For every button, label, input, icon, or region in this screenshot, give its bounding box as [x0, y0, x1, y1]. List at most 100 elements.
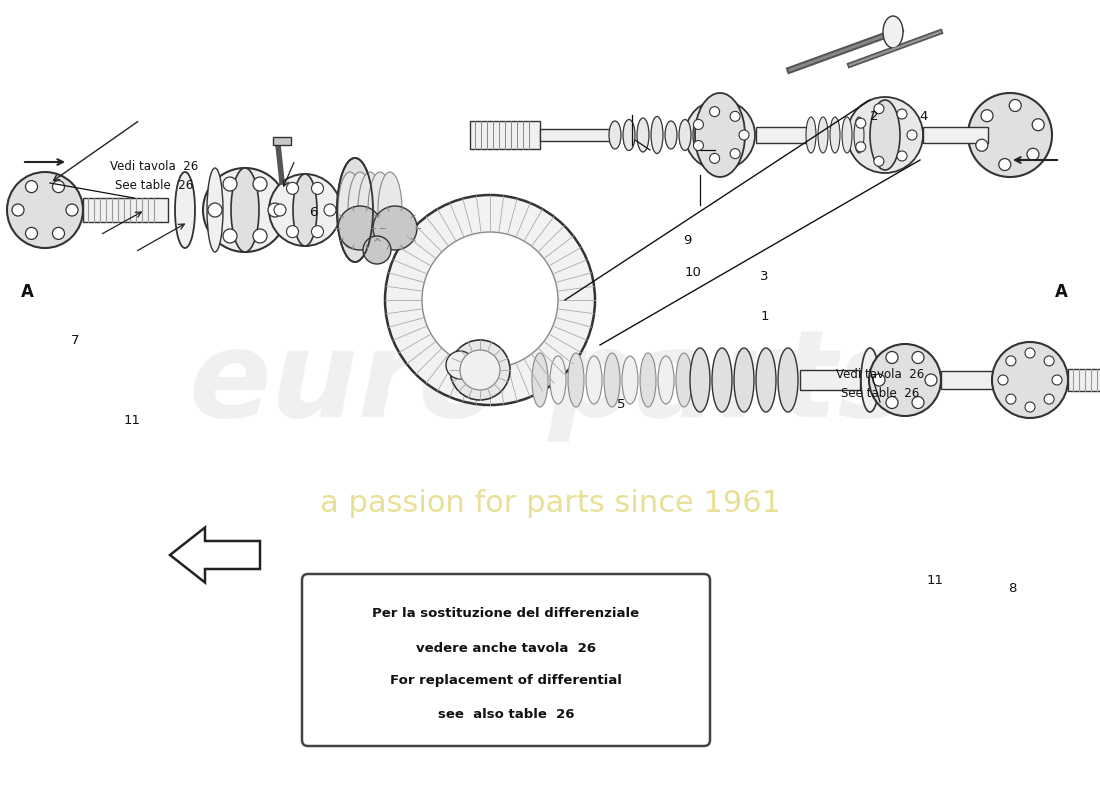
Text: A: A [1055, 283, 1068, 301]
Ellipse shape [756, 348, 775, 412]
Circle shape [1009, 99, 1021, 111]
Circle shape [1005, 394, 1016, 404]
Circle shape [886, 351, 898, 363]
Ellipse shape [651, 117, 663, 154]
Text: Vedi tavola  26
See table  26: Vedi tavola 26 See table 26 [110, 160, 198, 192]
Text: 7: 7 [70, 334, 79, 346]
Circle shape [324, 204, 336, 216]
Circle shape [730, 149, 740, 158]
Circle shape [693, 141, 703, 150]
Ellipse shape [337, 158, 373, 262]
Circle shape [739, 130, 749, 140]
Ellipse shape [604, 353, 620, 407]
Ellipse shape [734, 348, 754, 412]
Ellipse shape [640, 353, 656, 407]
Ellipse shape [854, 117, 864, 153]
Circle shape [693, 119, 703, 130]
Circle shape [1025, 348, 1035, 358]
Text: vedere anche tavola  26: vedere anche tavola 26 [416, 642, 596, 655]
Text: 2: 2 [870, 110, 879, 122]
Ellipse shape [621, 356, 638, 404]
Ellipse shape [207, 168, 223, 252]
Circle shape [968, 93, 1052, 177]
Circle shape [274, 204, 286, 216]
Circle shape [450, 340, 510, 400]
Bar [273, 137, 292, 145]
Circle shape [869, 344, 940, 416]
Ellipse shape [363, 236, 390, 264]
Ellipse shape [586, 356, 602, 404]
Circle shape [53, 227, 65, 239]
Circle shape [253, 177, 267, 191]
Ellipse shape [870, 100, 900, 170]
Text: 6: 6 [309, 206, 318, 218]
Text: a passion for parts since 1961: a passion for parts since 1961 [319, 490, 781, 518]
Circle shape [992, 342, 1068, 418]
Circle shape [685, 100, 755, 170]
Circle shape [896, 109, 907, 119]
Ellipse shape [818, 117, 828, 153]
Ellipse shape [778, 348, 798, 412]
Circle shape [1005, 356, 1016, 366]
Circle shape [908, 130, 917, 140]
Circle shape [1044, 394, 1054, 404]
Circle shape [1052, 375, 1062, 385]
Circle shape [25, 181, 37, 193]
Text: 4: 4 [920, 110, 928, 122]
Circle shape [223, 229, 236, 243]
Circle shape [253, 229, 267, 243]
Circle shape [1025, 402, 1035, 412]
Ellipse shape [883, 16, 903, 48]
Ellipse shape [368, 172, 392, 248]
Circle shape [286, 226, 298, 238]
Ellipse shape [690, 348, 710, 412]
Bar [923, 127, 988, 143]
Text: A: A [21, 283, 34, 301]
Circle shape [25, 227, 37, 239]
Ellipse shape [712, 348, 732, 412]
Ellipse shape [806, 117, 816, 153]
Ellipse shape [623, 119, 635, 150]
Circle shape [873, 374, 886, 386]
Circle shape [886, 397, 898, 409]
Circle shape [912, 351, 924, 363]
Ellipse shape [861, 348, 879, 412]
Bar [1068, 369, 1100, 391]
Ellipse shape [373, 206, 417, 250]
Circle shape [268, 203, 282, 217]
Circle shape [1044, 356, 1054, 366]
Circle shape [847, 97, 923, 173]
Ellipse shape [532, 353, 548, 407]
Circle shape [896, 151, 907, 161]
Circle shape [460, 350, 500, 390]
Ellipse shape [842, 117, 852, 153]
Circle shape [856, 118, 866, 128]
Ellipse shape [676, 353, 692, 407]
Ellipse shape [679, 119, 691, 150]
Circle shape [53, 181, 65, 193]
Circle shape [208, 203, 222, 217]
Circle shape [204, 168, 287, 252]
Circle shape [311, 182, 323, 194]
Circle shape [311, 226, 323, 238]
Text: see  also table  26: see also table 26 [438, 708, 574, 721]
Ellipse shape [695, 93, 745, 177]
Text: Vedi tavola  26
See table  26: Vedi tavola 26 See table 26 [836, 368, 924, 400]
FancyArrow shape [170, 527, 260, 582]
Text: Per la sostituzione del differenziale: Per la sostituzione del differenziale [373, 607, 639, 620]
Bar [470, 121, 540, 149]
Circle shape [873, 104, 884, 114]
Text: 3: 3 [760, 270, 769, 282]
Ellipse shape [175, 172, 195, 248]
Ellipse shape [231, 168, 258, 252]
Circle shape [446, 351, 474, 379]
Ellipse shape [358, 172, 382, 248]
FancyBboxPatch shape [302, 574, 710, 746]
Circle shape [1027, 148, 1040, 160]
Circle shape [925, 374, 937, 386]
Text: 9: 9 [683, 234, 692, 246]
Bar [800, 370, 860, 390]
Circle shape [422, 232, 558, 368]
Ellipse shape [348, 172, 372, 248]
Circle shape [270, 174, 341, 246]
